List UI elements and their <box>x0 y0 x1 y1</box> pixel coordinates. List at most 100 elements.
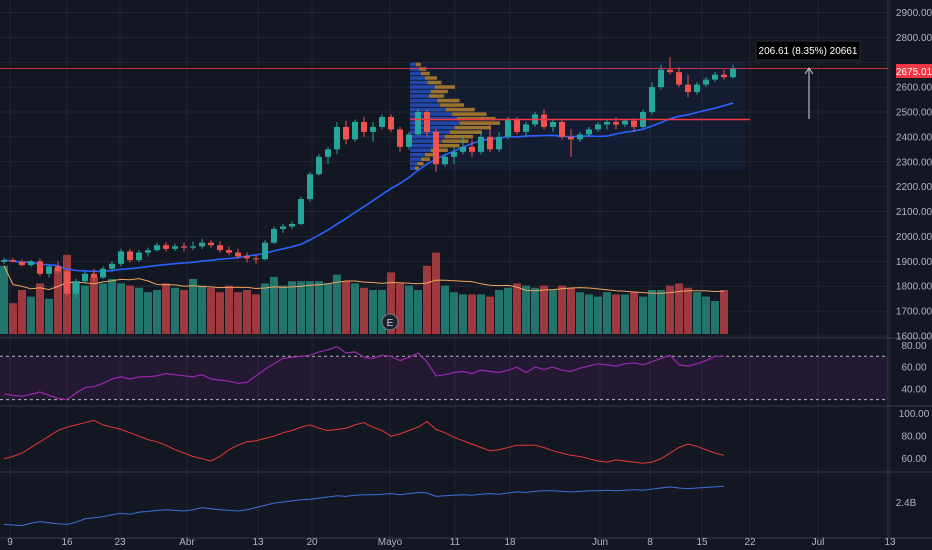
price-tick-label: 1900.00 <box>896 257 932 268</box>
volume-profile-row-down <box>420 157 430 161</box>
candle-body <box>64 271 70 294</box>
measure-tool[interactable]: 206.61 (8.35%) 20661 <box>755 40 861 119</box>
price-tick-label: 2000.00 <box>896 232 932 243</box>
candle-body <box>622 120 628 125</box>
candle-body <box>325 149 331 157</box>
volume-bar <box>243 290 251 334</box>
volume-profile-row-down <box>444 134 473 139</box>
candle-body <box>712 74 718 80</box>
candle-body <box>334 126 340 150</box>
candle-body <box>469 146 475 152</box>
candle-body <box>631 120 637 127</box>
volume-profile-row-down <box>424 152 437 157</box>
volume-bar <box>612 294 620 334</box>
volume-profile-row-up <box>410 107 446 112</box>
candle-body <box>658 69 664 88</box>
volume-bar <box>594 296 602 334</box>
rsi-band-fill <box>0 356 888 400</box>
volume-bar <box>315 281 323 334</box>
volume-profile-row-down <box>449 130 482 134</box>
volume-bar <box>225 285 233 334</box>
volume-profile-row-down <box>452 112 487 116</box>
volume-bar <box>423 265 431 334</box>
volume-profile-row-down <box>428 94 445 98</box>
volume-bar <box>306 281 314 334</box>
candle-body <box>118 251 124 264</box>
volume-bar <box>702 296 710 334</box>
candle-body <box>505 119 511 137</box>
obv-tick-label: 2.4B <box>896 498 917 509</box>
volume-bar <box>684 287 692 334</box>
volume-bar <box>405 285 413 334</box>
volume-profile-row-up <box>410 89 431 94</box>
rsi-tick-label: 80.00 <box>901 341 926 352</box>
time-tick-label: Jun <box>592 537 608 548</box>
volume-bar <box>522 285 530 334</box>
arrow-up-icon <box>804 67 814 75</box>
volume-profile-row-down <box>418 67 427 71</box>
candle-body <box>262 242 268 260</box>
candle-body <box>289 224 295 227</box>
volume-bar <box>36 283 44 334</box>
candle-body <box>550 121 556 127</box>
volume-profile-row-down <box>442 139 469 143</box>
volume-profile-row-up <box>410 121 460 125</box>
volume-bar <box>450 292 458 334</box>
volume-bar <box>144 292 152 334</box>
earnings-marker[interactable]: E <box>381 313 399 331</box>
time-axis: 9 16 23 Abr 13 20 Mayo 11 18 Jun 8 15 22 Jul 13 <box>7 537 896 548</box>
price-tick-label: 2100.00 <box>896 207 932 218</box>
candle-body <box>280 226 286 229</box>
volume-profile-row-up <box>410 116 458 121</box>
candle-body <box>226 250 232 253</box>
candle-body <box>316 156 322 175</box>
volume-profile-row-up <box>410 71 421 76</box>
stoch-line <box>3 419 725 464</box>
volume-bar <box>486 296 494 334</box>
earnings-icon[interactable] <box>381 313 399 331</box>
candlesticks <box>1 57 736 299</box>
volume-bar <box>414 290 422 334</box>
volume-bar <box>99 283 107 334</box>
volume-profile-row-down <box>430 89 448 94</box>
time-tick-label: Mayo <box>378 537 403 548</box>
stoch-tick-label: 60.00 <box>901 454 926 465</box>
volume-bar <box>441 285 449 334</box>
volume-profile-row-up <box>410 143 438 148</box>
volume-bar <box>54 268 62 334</box>
time-tick-label: 13 <box>252 537 264 548</box>
price-axis: 2900.00 2800.00 2600.00 2500.00 2400.00 2300.… <box>896 8 932 509</box>
measure-label-box <box>755 40 861 61</box>
candle-body <box>460 146 466 152</box>
volume-profile-row-down <box>415 62 421 67</box>
volume-bar <box>666 285 674 334</box>
volume-bar <box>171 287 179 334</box>
volume-bar <box>324 283 332 334</box>
volume-bar <box>189 279 197 334</box>
time-tick-label: 23 <box>114 537 126 548</box>
volume-bar <box>90 276 98 334</box>
candle-body <box>208 242 214 246</box>
candle-body <box>424 112 430 132</box>
candle-body <box>10 260 16 262</box>
volume-profile-row-up <box>410 67 419 71</box>
volume-bar <box>252 294 260 334</box>
volume-profile-row-up <box>410 85 435 89</box>
time-tick-label: Jul <box>812 537 825 548</box>
time-tick-label: 15 <box>696 537 708 548</box>
obv-pane <box>3 485 725 527</box>
candle-body <box>343 126 349 140</box>
price-tick-label: 2600.00 <box>896 83 932 94</box>
volume-profile-row-down <box>414 166 419 170</box>
volume-bar <box>72 281 80 334</box>
volume-bar <box>558 285 566 334</box>
price-tick-label: 2900.00 <box>896 8 932 19</box>
earnings-icon-label: E <box>387 318 394 329</box>
volume-bar <box>567 287 575 334</box>
volume-profile-row-down <box>437 98 460 103</box>
candle-body <box>199 242 205 247</box>
candle-body <box>37 261 43 274</box>
last-price-box <box>896 64 932 78</box>
